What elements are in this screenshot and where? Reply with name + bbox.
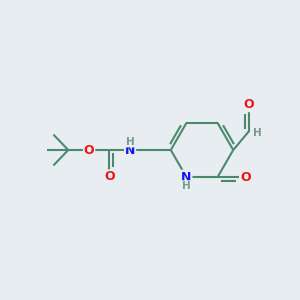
Text: H: H [126,137,134,147]
Text: N: N [125,143,135,157]
Text: O: O [240,170,251,184]
Text: H: H [253,128,261,138]
Text: O: O [104,170,115,183]
Text: O: O [84,143,94,157]
Text: N: N [181,170,192,184]
Text: O: O [243,98,254,111]
Text: H: H [182,181,191,191]
